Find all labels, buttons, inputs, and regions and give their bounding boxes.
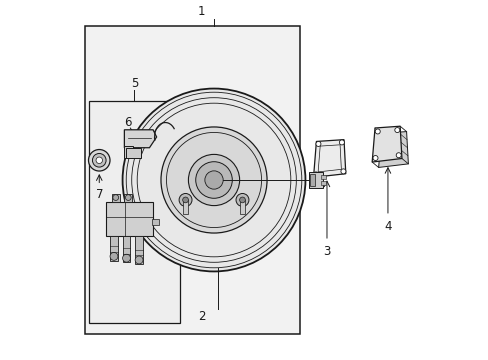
Circle shape [339, 140, 344, 145]
Circle shape [340, 169, 345, 174]
Circle shape [88, 149, 110, 171]
Circle shape [183, 197, 188, 203]
Bar [321, 181, 325, 185]
Circle shape [394, 127, 399, 132]
Bar [110, 235, 118, 261]
Bar [183, 200, 188, 214]
Circle shape [315, 141, 320, 147]
Circle shape [122, 254, 130, 262]
Bar [310, 174, 314, 186]
Circle shape [92, 153, 106, 167]
Polygon shape [313, 140, 345, 177]
Bar [124, 194, 132, 202]
Circle shape [125, 195, 131, 201]
Text: 5: 5 [131, 77, 139, 90]
Bar [112, 194, 120, 202]
Circle shape [204, 171, 223, 189]
Text: 3: 3 [323, 245, 330, 258]
Text: 2: 2 [197, 310, 205, 323]
Text: 6: 6 [124, 116, 131, 129]
Bar [85, 26, 300, 334]
Circle shape [236, 193, 248, 206]
Circle shape [395, 153, 401, 158]
Circle shape [179, 193, 192, 206]
Bar [124, 146, 133, 158]
Circle shape [239, 197, 245, 203]
Bar [135, 235, 142, 264]
Circle shape [135, 256, 142, 264]
Circle shape [110, 252, 118, 260]
Bar [152, 219, 159, 225]
Circle shape [113, 195, 119, 201]
Circle shape [188, 154, 239, 206]
Text: 4: 4 [384, 220, 391, 233]
Polygon shape [124, 130, 156, 148]
Circle shape [161, 127, 266, 233]
Bar [321, 175, 325, 179]
Circle shape [372, 156, 377, 161]
Bar [240, 200, 244, 214]
Bar [106, 202, 153, 235]
Bar [122, 235, 130, 262]
Circle shape [122, 89, 305, 271]
Bar [308, 172, 323, 188]
Circle shape [374, 129, 380, 134]
Bar [126, 148, 140, 158]
Polygon shape [378, 132, 407, 167]
Circle shape [96, 157, 102, 163]
Circle shape [313, 172, 318, 177]
Text: 1: 1 [197, 5, 205, 18]
Polygon shape [371, 126, 401, 162]
Bar [88, 101, 180, 323]
Text: 7: 7 [95, 188, 103, 201]
Circle shape [195, 162, 232, 198]
